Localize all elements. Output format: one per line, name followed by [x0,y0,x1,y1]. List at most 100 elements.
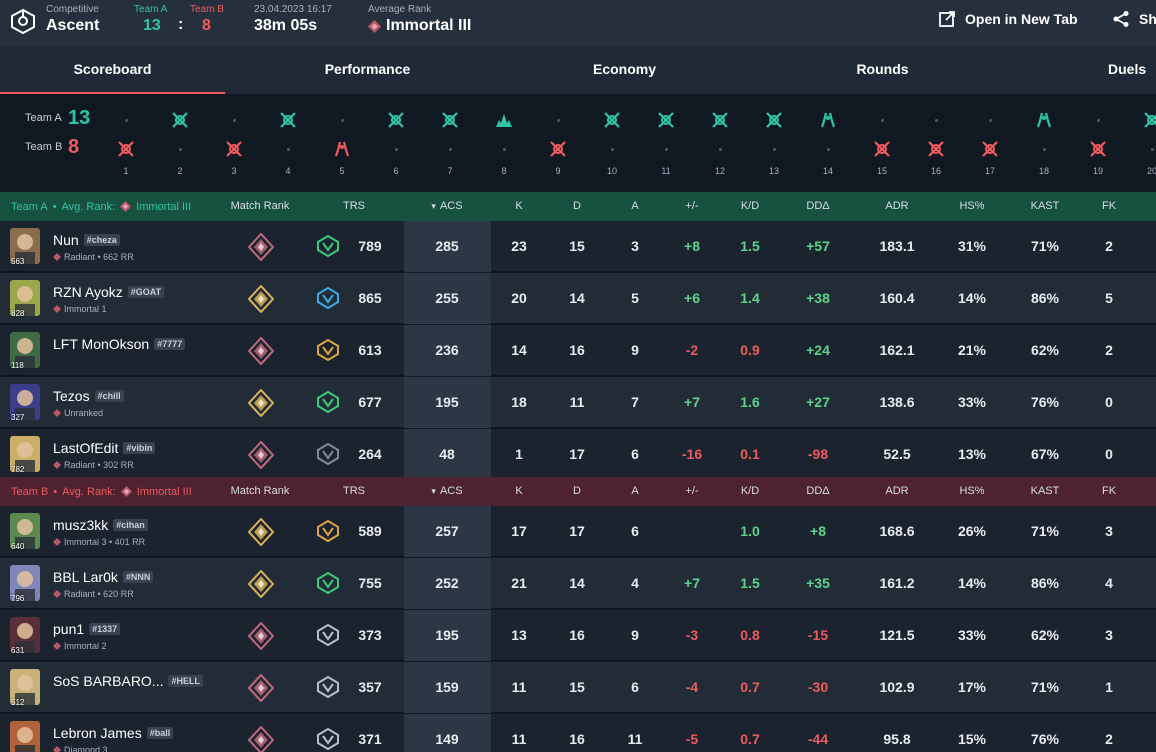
skull-crossbones-icon[interactable] [873,140,891,158]
hs-col-header[interactable]: HS% [947,477,997,506]
kast-col-label: KAST [1030,200,1060,212]
kast-col-header[interactable]: KAST [1020,192,1070,221]
round-number: 9 [555,166,561,176]
player-name[interactable]: Tezos [53,388,90,404]
player-name-row[interactable]: SoS BARBARO... #HELL [53,673,203,689]
player-row[interactable]: 512 SoS BARBARO... #HELL 357 159 11 15 6 -4 0.7 -3… [0,662,1156,713]
player-row[interactable]: Lebron James #ball Diamond 3 371 149 11 16 11 -5… [0,714,1156,752]
dd-delta-col-header[interactable]: DDΔ [793,192,843,221]
player-name-row[interactable]: Tezos #chill [53,388,124,404]
player-name-row[interactable]: LFT MonOkson #7777 [53,336,186,352]
a-col-header[interactable]: A [615,192,655,221]
d-col-header[interactable]: D [557,477,597,506]
skull-crossbones-icon[interactable] [603,111,621,129]
spike-detonation-icon[interactable] [495,111,513,129]
skull-crossbones-icon[interactable] [1089,140,1107,158]
match-rank-col-header[interactable]: Match Rank [215,477,305,506]
adr-col-header[interactable]: ADR [872,477,922,506]
rank-emblem-icon[interactable] [247,725,275,752]
k-col-header[interactable]: K [499,192,539,221]
player-name[interactable]: RZN Ayokz [53,284,123,300]
rank-emblem-icon[interactable] [247,569,275,599]
rank-emblem-icon[interactable] [247,621,275,651]
skull-crossbones-icon[interactable] [387,111,405,129]
player-name[interactable]: musz3kk [53,517,109,533]
hs-col-header[interactable]: HS% [947,192,997,221]
skull-crossbones-icon[interactable] [657,111,675,129]
player-row[interactable]: 782 LastOfEdit #vibin Radiant • 302 RR 264 48… [0,429,1156,480]
dd-delta-col-header[interactable]: DDΔ [793,477,843,506]
kd-col-header[interactable]: K/D [730,192,770,221]
player-row[interactable]: 563 Nun #cheza Radiant • 662 RR 789 285 23 15 3 +… [0,221,1156,272]
skull-crossbones-icon[interactable] [549,140,567,158]
player-row[interactable]: 118 LFT MonOkson #7777 613 236 14 16 9 -2 0.9 +24 1… [0,325,1156,376]
acs-col-header[interactable]: ▾ ACS [417,192,477,221]
player-row[interactable]: 327 Tezos #chill Unranked 677 195 18 11 7 +7 1.6 +2… [0,377,1156,428]
skull-crossbones-icon[interactable] [171,111,189,129]
kd-col-header[interactable]: K/D [730,477,770,506]
player-name[interactable]: SoS BARBARO... [53,673,164,689]
rank-emblem-icon[interactable] [247,232,275,262]
rank-emblem-icon[interactable] [247,284,275,314]
player-name-row[interactable]: RZN Ayokz #GOAT [53,284,165,300]
share-button[interactable]: Share [1112,10,1156,28]
skull-crossbones-icon[interactable] [927,140,945,158]
d-col-header[interactable]: D [557,192,597,221]
player-name[interactable]: BBL Lar0k [53,569,118,585]
player-name[interactable]: Nun [53,232,79,248]
plus-minus-col-header[interactable]: +/- [672,477,712,506]
player-row[interactable]: 631 pun1 #1337 Immortal 2 373 195 13 16 9 -3 0.8 -1… [0,610,1156,661]
open-new-tab-button[interactable]: Open in New Tab [938,10,1078,28]
tab-performance[interactable]: Performance [324,61,411,77]
tab-scoreboard[interactable]: Scoreboard [0,46,225,94]
skull-crossbones-icon[interactable] [981,140,999,158]
player-row[interactable]: 828 RZN Ayokz #GOAT Immortal 1 865 255 20 14 5 +6… [0,273,1156,324]
skull-crossbones-icon[interactable] [1143,111,1156,129]
a-col-header[interactable]: A [615,477,655,506]
fk-col-header[interactable]: FK [1089,192,1129,221]
rank-emblem-icon[interactable] [247,388,275,418]
acs-col-header[interactable]: ▾ ACS [417,477,477,506]
fk-col-header[interactable]: FK [1089,477,1129,506]
player-name-row[interactable]: LastOfEdit #vibin [53,440,156,456]
round-empty-dot [1043,148,1046,151]
rank-mini-icon [53,590,61,598]
player-row[interactable]: 640 musz3kk #cihan Immortal 3 • 401 RR 589 25… [0,506,1156,557]
player-name[interactable]: LastOfEdit [53,440,119,456]
player-name-row[interactable]: Lebron James #ball [53,725,174,741]
skull-crossbones-icon[interactable] [711,111,729,129]
k-col-header[interactable]: K [499,477,539,506]
rank-emblem-icon[interactable] [247,517,275,547]
plus-minus-col-header[interactable]: +/- [672,192,712,221]
rank-emblem-icon[interactable] [247,673,275,703]
player-row[interactable]: 796 BBL Lar0k #NNN Radiant • 620 RR 755 252 21… [0,558,1156,609]
player-name[interactable]: Lebron James [53,725,142,741]
skull-crossbones-icon[interactable] [279,111,297,129]
tab-rounds[interactable]: Rounds [856,61,909,77]
skull-crossbones-icon[interactable] [765,111,783,129]
match-rank-col-header[interactable]: Match Rank [215,192,305,221]
defuse-pliers-icon[interactable] [333,140,351,158]
skull-crossbones-icon[interactable] [441,111,459,129]
skull-crossbones-icon[interactable] [225,140,243,158]
defuse-pliers-icon[interactable] [819,111,837,129]
player-name[interactable]: pun1 [53,621,85,637]
kast-col-header[interactable]: KAST [1020,477,1070,506]
player-name-row[interactable]: pun1 #1337 [53,621,121,637]
tab-duels[interactable]: Duels [1108,61,1147,77]
trs-col-header[interactable]: TRS [324,192,384,221]
rank-emblem-icon[interactable] [247,336,275,366]
player-name-row[interactable]: BBL Lar0k #NNN [53,569,154,585]
account-level: 631 [11,646,25,655]
player-name-row[interactable]: Nun #cheza [53,232,120,248]
tracker-logo-icon[interactable] [10,8,36,34]
rank-emblem-icon[interactable] [247,440,275,470]
player-name-row[interactable]: musz3kk #cihan [53,517,148,533]
player-name[interactable]: LFT MonOkson [53,336,150,352]
player-tag: #cheza [83,234,120,246]
adr-col-header[interactable]: ADR [872,192,922,221]
trs-col-header[interactable]: TRS [324,477,384,506]
tab-economy[interactable]: Economy [592,61,656,77]
defuse-pliers-icon[interactable] [1035,111,1053,129]
skull-crossbones-icon[interactable] [117,140,135,158]
